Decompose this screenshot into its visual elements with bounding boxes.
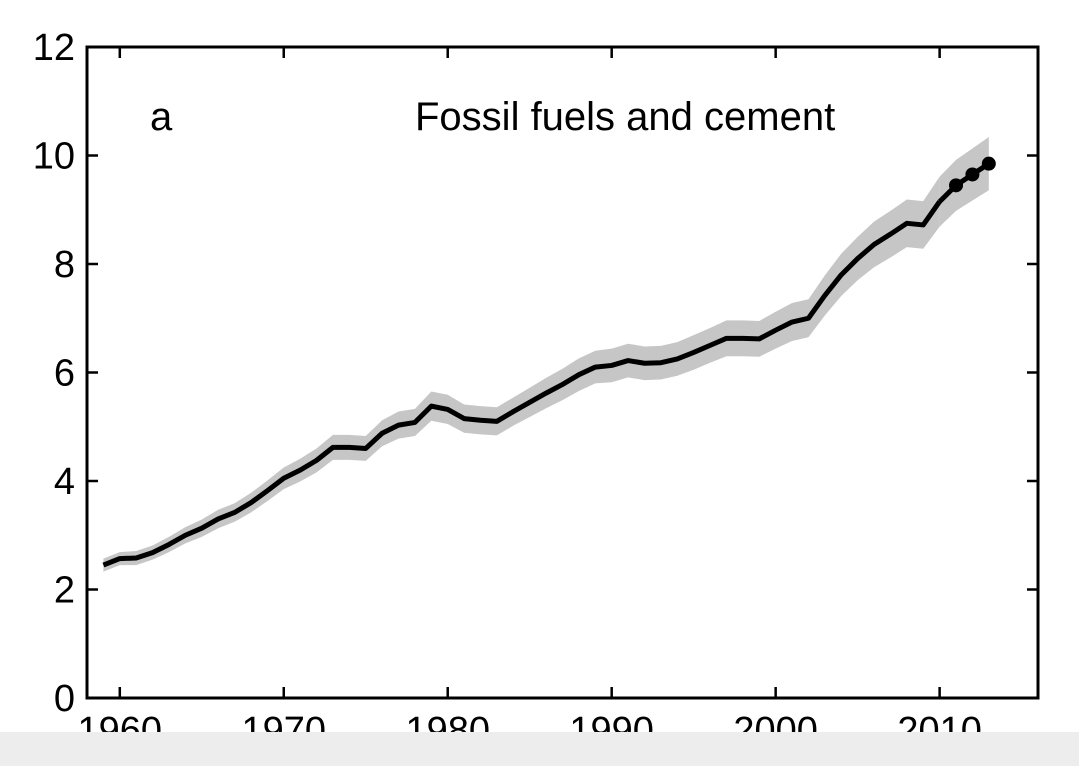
y-tick-label-10: 10 [33,136,75,178]
projection-marker-layer [949,156,996,193]
series-line-0 [102,200,942,568]
projection-marker-2011 [949,178,964,193]
series-line-1 [937,161,991,204]
y-tick-label-6: 6 [54,353,75,395]
chart-title: Fossil fuels and cement [415,95,835,139]
bottom-edge-strip [0,732,1079,766]
y-tick-label-4: 4 [54,461,75,503]
series-line-layer [102,161,991,568]
uncertainty-band-0 [103,176,940,572]
y-tick-label-12: 12 [33,27,75,69]
projection-marker-2013 [981,156,996,171]
uncertainty-band-layer [103,137,989,572]
panel-label: a [150,95,173,139]
y-tick-label-8: 8 [54,244,75,286]
projection-marker-2012 [965,167,980,182]
y-tick-label-0: 0 [54,678,75,720]
y-tick-label-2: 2 [54,570,75,612]
axis-ticks [87,45,1038,700]
